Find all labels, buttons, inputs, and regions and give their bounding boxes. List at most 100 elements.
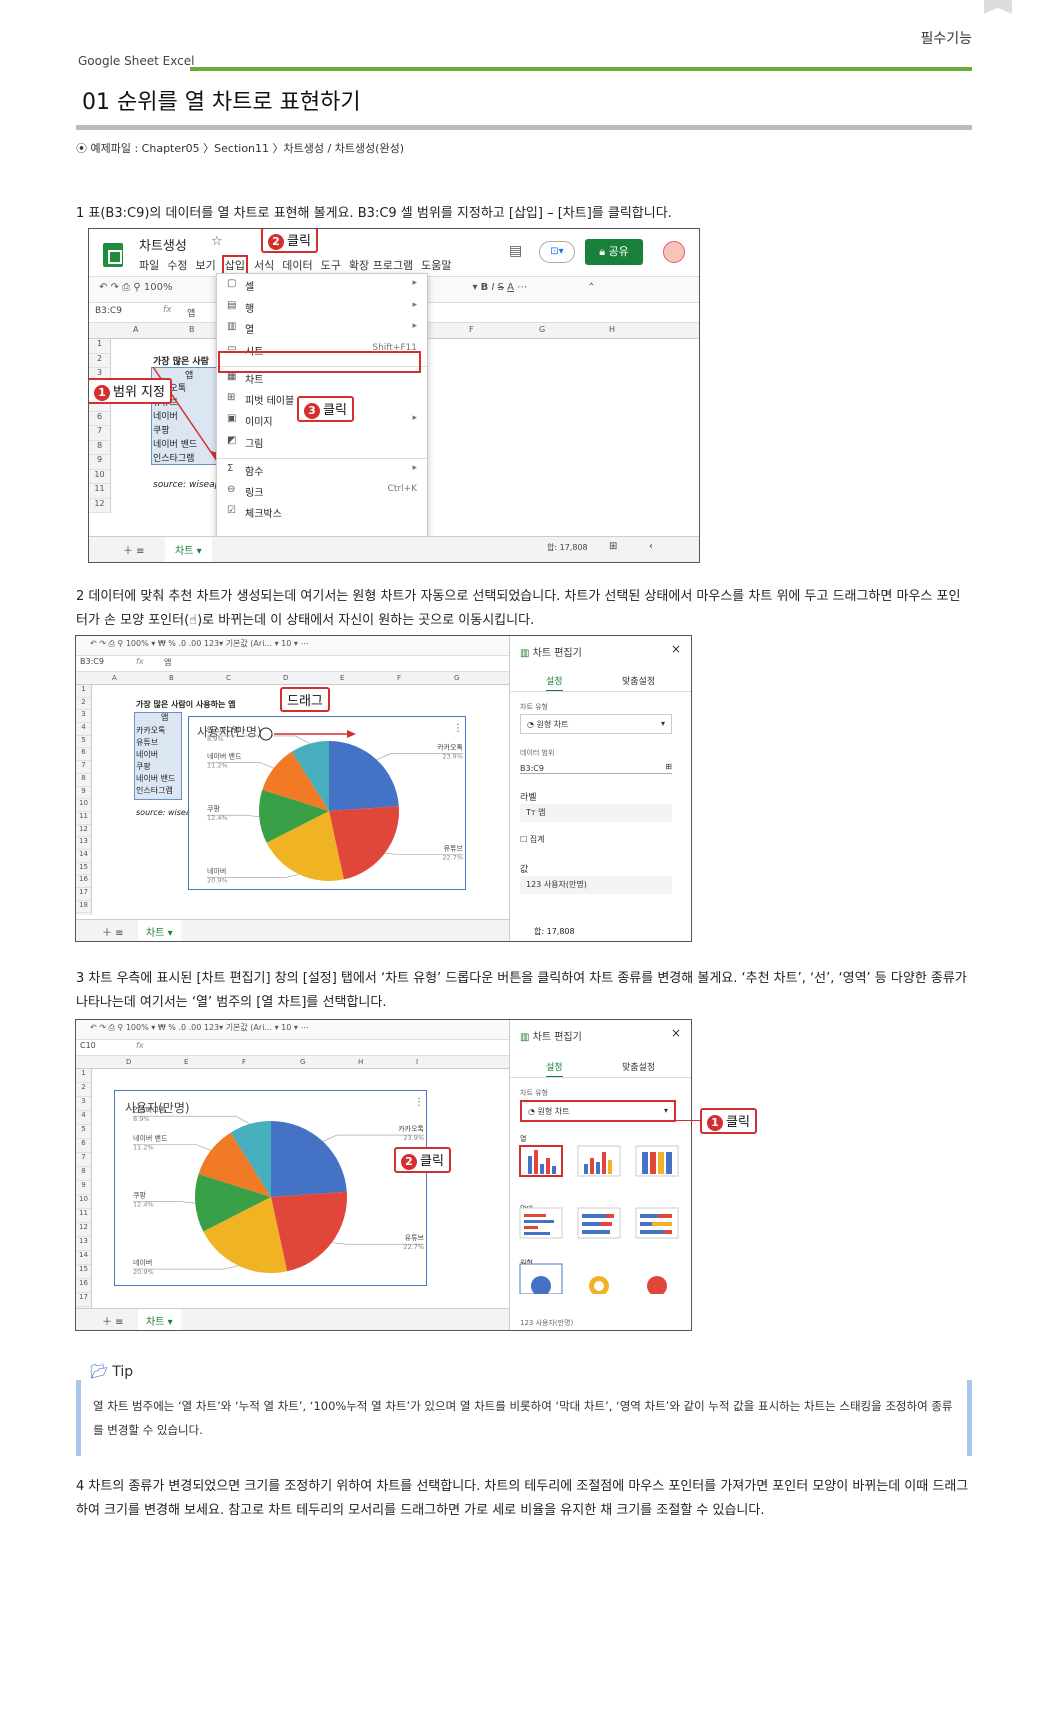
font-size-2[interactable]: 10 [281, 639, 292, 648]
cell-b8[interactable]: 네이버 밴드 [153, 440, 198, 450]
pie-slice[interactable] [259, 789, 329, 843]
row-header[interactable]: 5 [76, 1125, 91, 1139]
close-icon-3[interactable]: × [670, 1026, 681, 1040]
row-header[interactable]: 13 [76, 1237, 91, 1251]
row-header[interactable]: 10 [89, 470, 110, 484]
row-header[interactable]: 4 [76, 723, 91, 736]
pie-slice[interactable] [266, 811, 344, 881]
menu-tools[interactable]: 도구 [320, 259, 341, 272]
menu-view[interactable]: 보기 [195, 259, 216, 272]
row-header[interactable]: 6 [76, 748, 91, 762]
column-header[interactable]: G [454, 674, 460, 682]
share-button[interactable]: 🔒︎ 공유 [585, 239, 643, 265]
cell-b7-2[interactable]: 쿠팡 [136, 762, 151, 771]
menu-item[interactable]: Σ 함수 ▸ [217, 458, 427, 480]
present-button[interactable]: ⊡▾ [539, 241, 575, 263]
row-header[interactable]: 6 [76, 1139, 91, 1153]
pie-slice[interactable] [262, 751, 329, 811]
row-header[interactable]: 14 [76, 1251, 91, 1265]
font-select-2[interactable]: 기본값 (Ari... [225, 639, 273, 648]
cell-b11-2[interactable]: source: wisea [136, 808, 191, 817]
row-header[interactable]: 1 [76, 685, 91, 698]
selected-range-2[interactable] [134, 712, 182, 800]
col-h[interactable]: H [609, 325, 616, 334]
tab-customize-3[interactable]: 맞춤설정 [622, 1063, 656, 1073]
undo-icon[interactable]: ↶ [99, 282, 108, 293]
row-header[interactable]: 2 [76, 1083, 91, 1097]
cell-b6[interactable]: 네이버 [153, 412, 178, 422]
row-header[interactable]: 14 [76, 850, 91, 863]
menu-data[interactable]: 데이터 [282, 259, 313, 272]
column-header[interactable]: H [358, 1058, 364, 1066]
chart-menu-icon[interactable]: ⋮ [453, 723, 463, 734]
add-sheet-icon-2[interactable]: ＋ ≡ [102, 928, 124, 939]
pie-slice[interactable] [203, 1197, 288, 1273]
column-header[interactable]: A [112, 674, 117, 682]
column-header[interactable]: D [126, 1058, 132, 1066]
range-input-2[interactable]: B3:C9 ⊞ [520, 762, 672, 774]
value-chip-2[interactable]: 123 사용자(만명) [520, 876, 672, 894]
column-header[interactable]: G [300, 1058, 306, 1066]
column-header[interactable]: E [184, 1058, 189, 1066]
menu-item[interactable]: ▣ 이미지 ▸ [217, 409, 427, 431]
menu-item[interactable]: ◩ 그림 [217, 431, 427, 453]
cell-b6-2[interactable]: 네이버 [136, 750, 159, 759]
column-header[interactable]: F [242, 1058, 247, 1066]
font-select-3[interactable]: 기본값 (Ari... [225, 1023, 273, 1032]
formula-value-2[interactable]: 앱 [164, 658, 172, 667]
row-header[interactable]: 11 [76, 1209, 91, 1223]
cell-b5-2[interactable]: 유튜브 [136, 738, 159, 747]
redo-icon[interactable]: ↷ [110, 282, 119, 293]
row-header[interactable]: 9 [89, 455, 110, 470]
column-header[interactable]: E [340, 674, 345, 682]
cell-b9[interactable]: 인스타그램 [153, 454, 195, 464]
menu-item[interactable]: ▤ 행 ▸ [217, 296, 427, 318]
name-box-2[interactable]: B3:C9 [80, 657, 104, 666]
cell-b3-2[interactable]: 앱 [161, 713, 169, 722]
row-header[interactable]: 11 [76, 812, 91, 825]
tab-setup-3[interactable]: 설정 [546, 1060, 563, 1078]
row-header[interactable]: 5 [76, 736, 91, 749]
menu-help[interactable]: 도움말 [421, 259, 452, 272]
menu-extensions[interactable]: 확장 프로그램 [348, 259, 414, 272]
pie-slice[interactable] [198, 1132, 271, 1197]
aggregate-checkbox-2[interactable]: ☐ 집계 [520, 835, 545, 844]
sum-display-2[interactable]: 합: 17,808 [534, 927, 575, 936]
row-header[interactable]: 1 [89, 339, 110, 354]
row-header[interactable]: 12 [76, 825, 91, 838]
row-header[interactable]: 7 [76, 761, 91, 774]
explore-icon[interactable]: ⊞ [609, 541, 618, 552]
row-header[interactable]: 8 [76, 774, 91, 787]
row-header[interactable]: 10 [76, 1195, 91, 1209]
cell-b9-2[interactable]: 인스타그램 [136, 786, 173, 795]
sum-display[interactable]: 합: 17,808 [547, 543, 588, 552]
undo-icon-2[interactable]: ↶ ↷ ⎙ ⚲ [90, 639, 124, 648]
row-header[interactable]: 3 [76, 710, 91, 724]
row-header[interactable]: 16 [76, 875, 91, 888]
row-header[interactable]: 12 [76, 1223, 91, 1237]
pie-chart-3[interactable]: 사용자(만명) 카카오톡 23.9% 유튜브 22.7% 네이버 20.9% 쿠팡 12.4%… [114, 1090, 427, 1286]
paint-format-icon[interactable]: ⚲ [133, 282, 141, 293]
row-header[interactable]: 2 [89, 354, 110, 368]
sheet-tab-3[interactable]: 차트 ▾ [138, 1309, 181, 1330]
chart-type-thumbnails[interactable] [518, 1144, 682, 1294]
add-sheet-icon-3[interactable]: ＋ ≡ [102, 1317, 124, 1328]
row-header[interactable]: 15 [76, 863, 91, 876]
menu-item[interactable]: ▢ 셀 ▸ [217, 274, 427, 296]
row-header[interactable]: 12 [89, 499, 110, 513]
row-header[interactable]: 17 [76, 1293, 91, 1307]
col-b[interactable]: B [189, 325, 195, 334]
row-header[interactable]: 10 [76, 799, 91, 812]
cell-b2[interactable]: 가장 많은 사람 [153, 357, 209, 367]
zoom-select[interactable]: 100% [143, 282, 173, 293]
row-header[interactable]: 11 [89, 484, 110, 499]
zoom-select-3[interactable]: 100% [125, 1023, 149, 1032]
menu-file[interactable]: 파일 [139, 259, 160, 272]
column-header[interactable]: B [169, 674, 174, 682]
col-g[interactable]: G [539, 325, 546, 334]
pie-slice[interactable] [271, 1191, 347, 1272]
grid-select-icon[interactable]: ⊞ [665, 762, 672, 771]
row-header[interactable]: 9 [76, 1181, 91, 1195]
pie-slice[interactable] [291, 741, 329, 811]
font-size-3[interactable]: 10 [281, 1023, 292, 1032]
